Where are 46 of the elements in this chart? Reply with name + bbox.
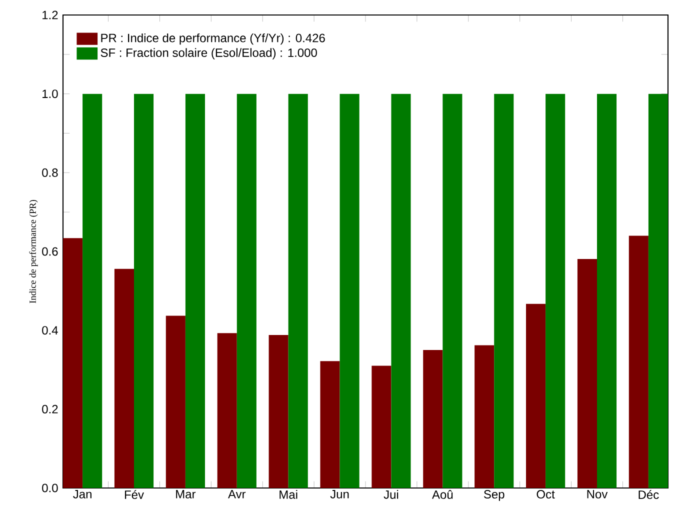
y-tick-label: 1.0 (42, 90, 58, 98)
y-tick-label: 0.0 (42, 484, 58, 492)
x-tick-label: Jui (384, 490, 398, 499)
bar (82, 94, 102, 488)
bar (494, 94, 514, 488)
bar (526, 304, 546, 488)
bar (320, 361, 340, 488)
bar (648, 94, 668, 488)
y-tick-label: 1.2 (42, 10, 58, 20)
y-tick-label: 0.2 (42, 404, 58, 414)
bar (236, 94, 256, 488)
x-tick-label: Jun (330, 490, 349, 498)
bar (577, 258, 597, 488)
x-tick-label: Mai (280, 490, 298, 499)
bar (423, 350, 443, 488)
x-tick-label: Sep (484, 490, 504, 501)
x-tick-label: Oct (536, 490, 555, 499)
bar (63, 238, 83, 488)
y-tick-label: 0.4 (42, 326, 58, 335)
bar (217, 333, 237, 488)
y-axis-title: Indice de performance (PR) (29, 200, 38, 304)
x-tick-label: Déc (638, 490, 659, 499)
bar (288, 94, 308, 488)
bar (268, 335, 288, 488)
x-tick-label: Fév (124, 490, 144, 499)
bar (372, 366, 392, 488)
x-tick-label: Nov (587, 490, 608, 498)
bar (442, 94, 462, 488)
bar (546, 94, 566, 488)
y-tick-label: 0.8 (42, 168, 58, 177)
bar (597, 94, 617, 488)
bar (185, 94, 205, 488)
y-tick-label: 0.6 (42, 247, 58, 256)
x-tick-label: Jan (73, 490, 92, 498)
x-tick-label: Avr (228, 490, 246, 498)
bar (134, 94, 154, 488)
x-tick-label: Mar (176, 490, 196, 498)
bar (628, 236, 648, 488)
bar (166, 316, 186, 488)
bar (474, 345, 494, 488)
legend-label: PR : Indice de performance (Yf/Yr) : 0.426 (101, 33, 325, 45)
bar (114, 268, 134, 488)
bar (340, 94, 360, 488)
x-tick-label: Aoû (432, 490, 453, 499)
legend-label: SF : Fraction solaire (Esol/Eload) : 1.000 (100, 48, 317, 60)
bar (391, 94, 411, 488)
